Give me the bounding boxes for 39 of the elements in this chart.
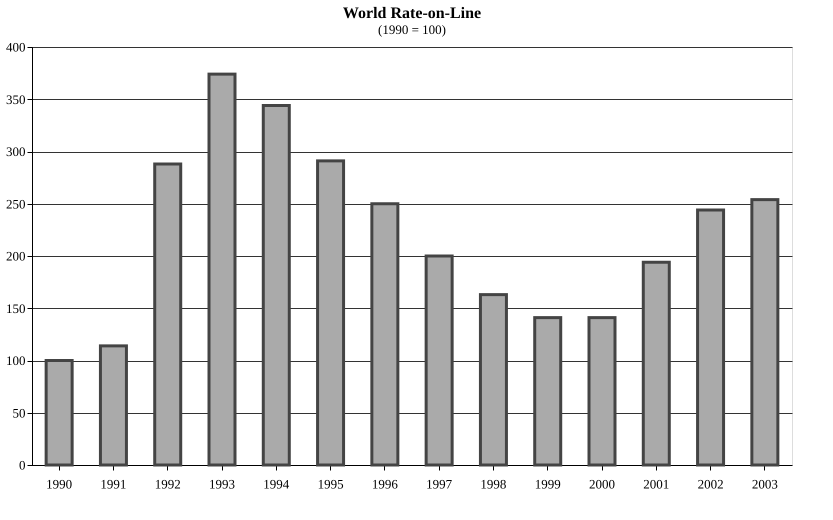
chart-title: World Rate-on-Line <box>342 5 482 22</box>
x-tick-label: 1997 <box>426 476 453 492</box>
chart-subtitle: (1990 = 100) <box>378 22 446 37</box>
y-tick-label: 350 <box>6 92 26 107</box>
x-tick-label: 1994 <box>263 476 290 492</box>
x-tick-label: 2002 <box>698 476 724 492</box>
y-tick-label: 200 <box>6 248 26 264</box>
bar <box>370 202 400 466</box>
bar <box>642 260 671 466</box>
x-tick-label: 2003 <box>752 476 778 492</box>
x-tick-label: 1993 <box>209 476 235 492</box>
y-tick-label: 250 <box>6 196 26 212</box>
bar <box>478 293 508 466</box>
x-tick-label: 1995 <box>318 476 344 492</box>
x-tick-label: 1990 <box>46 476 72 492</box>
x-tick-label: 2001 <box>643 476 670 492</box>
bar <box>696 208 726 466</box>
bar <box>98 344 128 466</box>
y-tick-label: 50 <box>12 405 26 420</box>
x-tick-label: 1998 <box>480 476 506 492</box>
x-tick-label: 1992 <box>154 476 181 492</box>
bar <box>44 359 74 466</box>
y-tick-label: 150 <box>6 300 26 316</box>
bar <box>533 316 562 466</box>
y-tick-label: 0 <box>19 458 26 472</box>
bar <box>750 198 780 466</box>
bar <box>424 254 454 466</box>
x-tick-label: 1996 <box>372 476 398 492</box>
x-tick-label: 1991 <box>100 476 126 492</box>
y-tick-label: 100 <box>6 353 26 368</box>
bar <box>262 104 291 466</box>
bar <box>208 72 236 466</box>
x-tick-label: 2000 <box>589 476 615 492</box>
bar <box>316 159 346 466</box>
y-tick-label: 400 <box>6 40 26 54</box>
bar <box>153 162 182 466</box>
bar <box>588 316 616 466</box>
y-tick-label: 300 <box>6 144 26 159</box>
x-tick-label: 1999 <box>534 476 561 492</box>
